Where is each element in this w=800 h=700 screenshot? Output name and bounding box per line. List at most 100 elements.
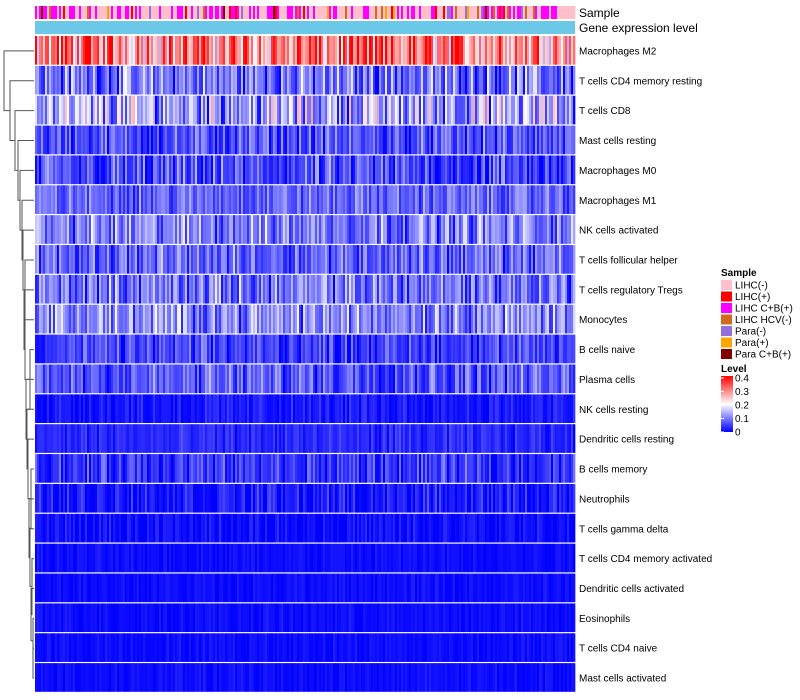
heatmap-cell — [95, 483, 98, 513]
heatmap-cell — [119, 304, 122, 334]
heatmap-cell — [365, 483, 368, 513]
heatmap-cell — [75, 304, 78, 334]
heatmap-cell — [73, 543, 76, 573]
heatmap-cell — [113, 125, 116, 155]
heatmap-cell — [121, 513, 124, 543]
heatmap-cell — [175, 36, 178, 65]
heatmap-cell — [263, 334, 266, 364]
heatmap-cell — [551, 304, 554, 334]
heatmap-cell — [423, 65, 426, 95]
heatmap-cell — [495, 185, 498, 214]
heatmap-cell — [279, 364, 282, 394]
heatmap-cell — [517, 215, 520, 244]
heatmap-cell — [115, 36, 118, 65]
sample-annotation-cell — [547, 6, 550, 19]
heatmap-cell — [385, 483, 388, 513]
heatmap-cell — [243, 483, 246, 513]
heatmap-cell — [487, 513, 490, 543]
heatmap-cell — [433, 215, 436, 244]
heatmap-cell — [155, 513, 158, 543]
heatmap-cell — [481, 483, 484, 513]
heatmap-cell — [399, 274, 402, 304]
heatmap-cell — [79, 304, 82, 334]
heatmap-cell — [549, 125, 552, 155]
heatmap-cell — [471, 513, 474, 543]
heatmap-cell — [477, 95, 480, 125]
heatmap-cell — [321, 334, 324, 364]
heatmap-cell — [429, 304, 432, 334]
heatmap-cell — [39, 483, 42, 513]
sample-annotation-cell — [283, 6, 286, 19]
heatmap-cell — [343, 304, 346, 334]
heatmap-cell — [425, 36, 428, 65]
heatmap-cell — [57, 483, 60, 513]
heatmap-cell — [357, 483, 360, 513]
heatmap-cell — [341, 424, 344, 453]
heatmap-cell — [423, 483, 426, 513]
sample-annotation-cell — [405, 6, 408, 19]
heatmap-cell — [473, 334, 476, 364]
heatmap-cell — [345, 454, 348, 483]
heatmap-cell — [351, 155, 354, 185]
heatmap-cell — [551, 454, 554, 483]
heatmap-cell — [543, 334, 546, 364]
heatmap-cell — [509, 65, 512, 95]
heatmap-cell — [339, 65, 342, 95]
sample-annotation-cell — [363, 6, 366, 19]
heatmap-cell — [483, 483, 486, 513]
heatmap-cell — [79, 95, 82, 125]
heatmap-cell — [433, 304, 436, 334]
heatmap-cell — [195, 125, 198, 155]
heatmap-cell — [555, 155, 558, 185]
heatmap-cell — [345, 364, 348, 394]
heatmap-cell — [515, 483, 518, 513]
heatmap-cell — [429, 185, 432, 214]
heatmap-cell — [391, 334, 394, 364]
heatmap-cell — [73, 334, 76, 364]
heatmap-cell — [133, 513, 136, 543]
heatmap-cell — [75, 454, 78, 483]
heatmap-cell — [457, 95, 460, 125]
heatmap-cell — [89, 36, 92, 65]
heatmap-cell — [303, 334, 306, 364]
heatmap-cell — [253, 274, 256, 304]
heatmap-cell — [355, 95, 358, 125]
heatmap-cell — [495, 483, 498, 513]
heatmap-cell — [253, 125, 256, 155]
sample-annotation-cell — [495, 6, 498, 19]
heatmap-cell — [277, 125, 280, 155]
heatmap-cell — [399, 364, 402, 394]
heatmap-cell — [111, 36, 114, 65]
heatmap-cell — [375, 215, 378, 244]
heatmap-cell — [199, 185, 202, 214]
heatmap-cell — [149, 36, 152, 65]
heatmap-cell — [149, 245, 152, 274]
heatmap-cell — [177, 424, 180, 453]
heatmap-cell — [525, 364, 528, 394]
heatmap-cell — [441, 454, 444, 483]
heatmap-cell — [213, 215, 216, 244]
heatmap-cell — [527, 424, 530, 453]
heatmap-cell — [385, 65, 388, 95]
heatmap-cell — [459, 304, 462, 334]
heatmap-cell — [251, 513, 254, 543]
heatmap-cell — [549, 185, 552, 214]
heatmap-cell — [295, 304, 298, 334]
heatmap-cell — [473, 424, 476, 453]
heatmap-cell — [331, 424, 334, 453]
heatmap-cell — [341, 185, 344, 214]
heatmap-cell — [495, 304, 498, 334]
heatmap-cell — [303, 95, 306, 125]
heatmap-cell — [297, 513, 300, 543]
heatmap-cell — [357, 513, 360, 543]
heatmap-cell — [485, 513, 488, 543]
heatmap-cell — [67, 36, 70, 65]
heatmap-cell — [407, 125, 410, 155]
heatmap-cell — [57, 65, 60, 95]
heatmap-cell — [469, 245, 472, 274]
heatmap-cell — [341, 304, 344, 334]
heatmap-cell — [387, 364, 390, 394]
heatmap-cell — [217, 483, 220, 513]
sample-annotation-cell — [71, 6, 74, 19]
heatmap-cell — [473, 155, 476, 185]
